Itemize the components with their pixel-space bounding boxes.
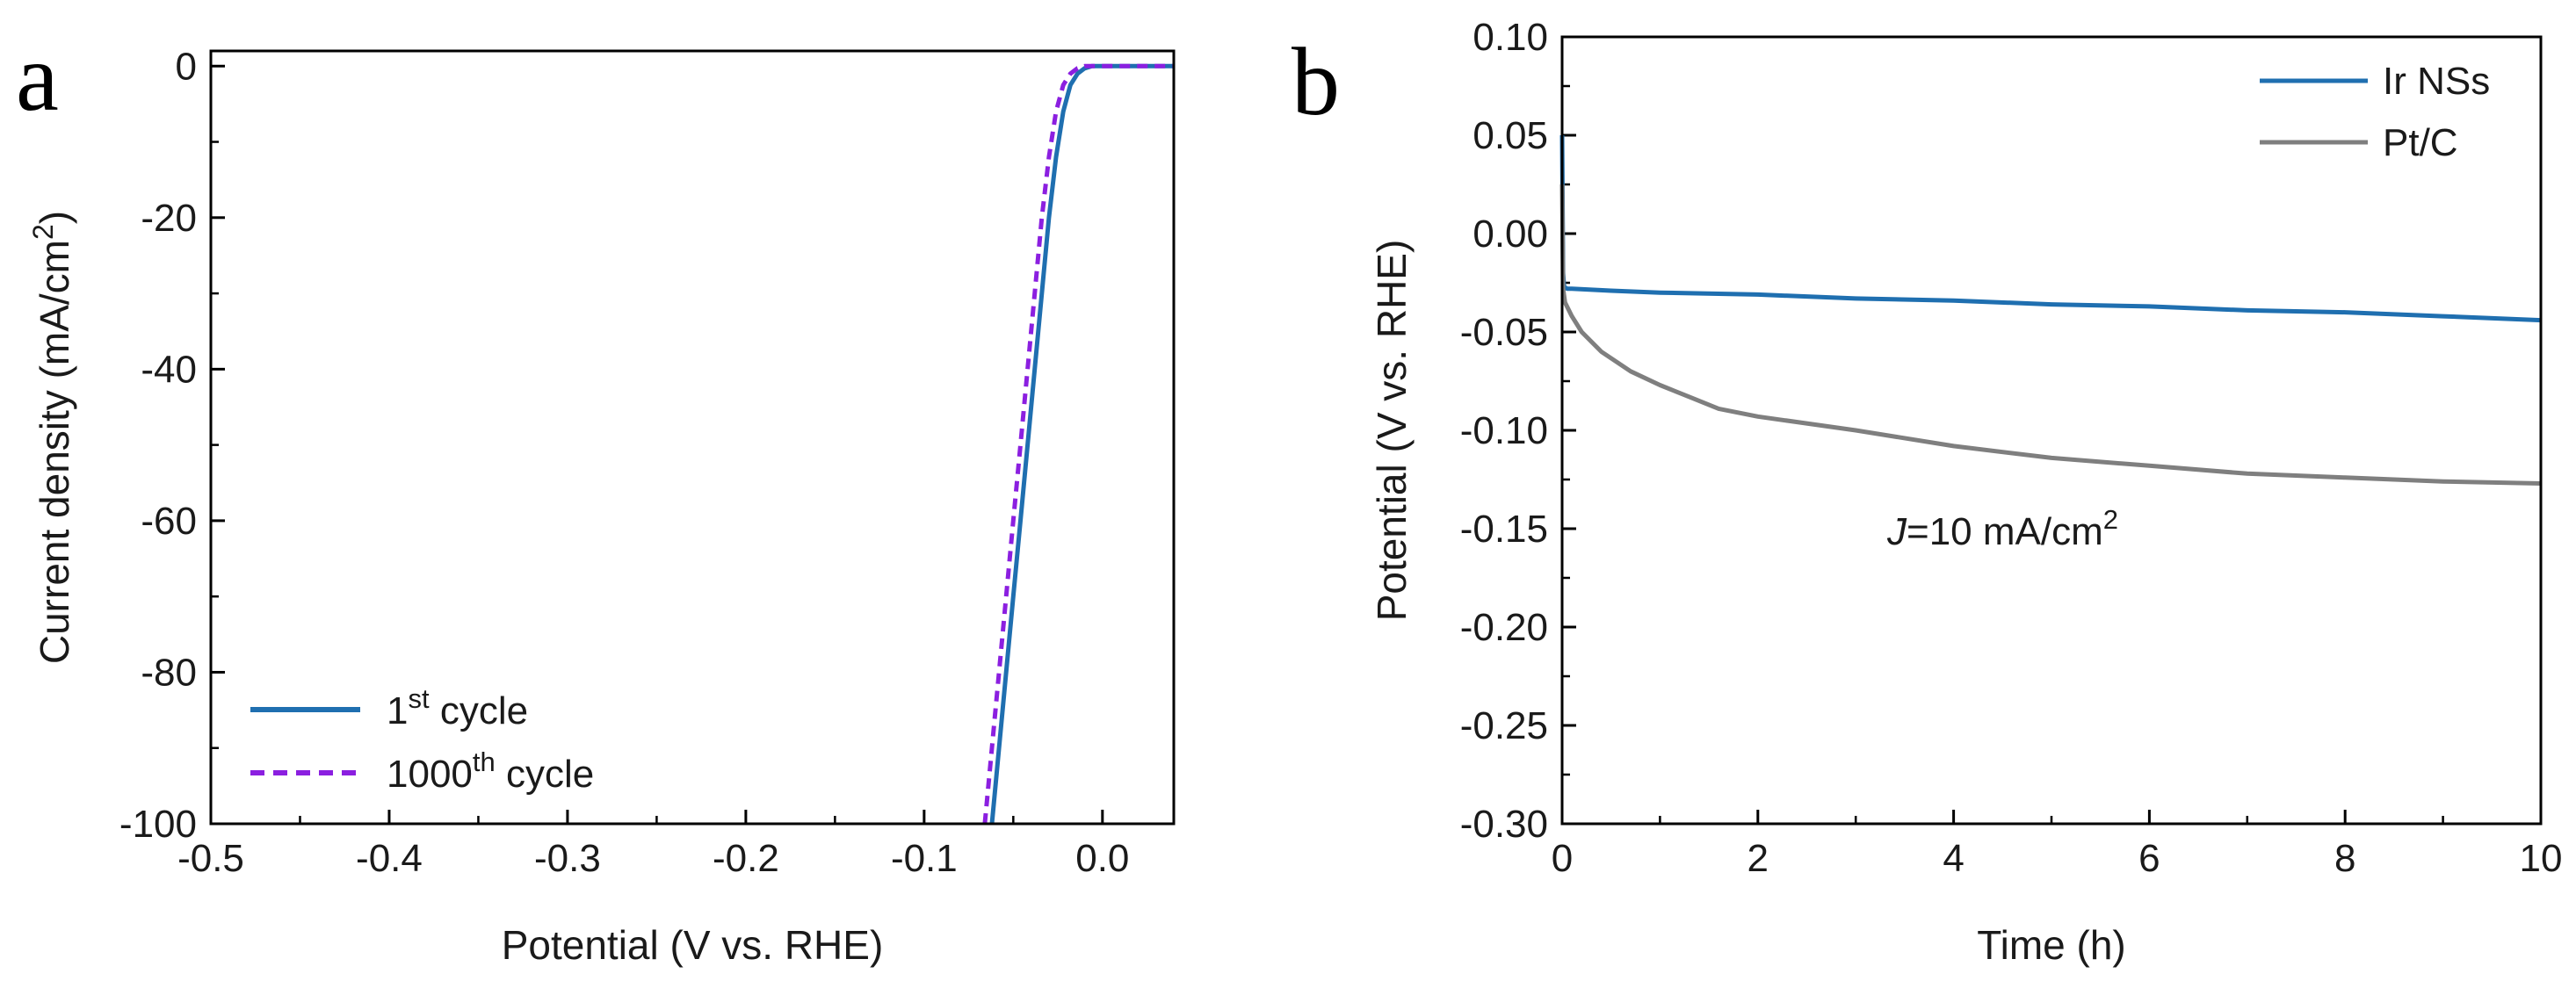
- panel-a-x-tick-label: -0.3: [534, 837, 601, 880]
- panel-b-y-tick-label: -0.20: [1460, 606, 1548, 649]
- panel-b-x-tick-label: 10: [2520, 837, 2563, 880]
- panel-a-y-tick-label: -100: [119, 803, 197, 846]
- panel-a-y-title-main: Current density (mA/cm: [32, 240, 77, 664]
- legend-1st-rest: cycle: [430, 689, 528, 732]
- panel-a-x-tick-label: -0.2: [713, 837, 779, 880]
- series-pt-c-line: [1559, 184, 2542, 486]
- legend-1st-base: 1: [387, 689, 408, 732]
- legend-1000th-base: 1000: [387, 753, 473, 796]
- panel-b-y-tick-label: -0.15: [1460, 508, 1548, 551]
- panel-b-legend: Ir NSs Pt/C: [2260, 60, 2490, 164]
- panel-a-y-tick-label: 0: [176, 45, 197, 88]
- panel-a-x-tick-label: 0.0: [1075, 837, 1129, 880]
- legend-label-1st-cycle: 1st cycle: [387, 683, 528, 732]
- panel-b-y-tick-label: -0.05: [1460, 311, 1548, 354]
- panel-a-y-tick-label: -40: [141, 348, 197, 391]
- series-1st-cycle-line: [989, 63, 1174, 825]
- panel-b-x-tick-labels: 0 2 4 6 8 10: [1552, 837, 2563, 880]
- panel-a-frame: [209, 49, 1176, 826]
- panel-a-x-tick-label: -0.1: [891, 837, 958, 880]
- panel-b-y-axis-title: Potential (V vs. RHE): [1369, 240, 1415, 622]
- panel-b: b 0 2 4 6 8 10 0.10 0.05 0.00 -0.05 -0.10 -0.15 -0.…: [1292, 16, 2562, 968]
- panel-a-x-axis-title: Potential (V vs. RHE): [502, 922, 884, 968]
- panel-b-y-tick-label: -0.10: [1460, 409, 1548, 452]
- panel-a-y-tick-label: -80: [141, 651, 197, 694]
- panel-b-y-tick-label: 0.05: [1473, 114, 1548, 157]
- panel-b-x-tick-label: 4: [1943, 837, 1964, 880]
- panel-b-y-tick-label: -0.25: [1460, 704, 1548, 747]
- panel-a-x-tick-labels: -0.5 -0.4 -0.3 -0.2 -0.1 0.0: [177, 837, 1129, 880]
- panel-b-y-tick-label: 0.10: [1473, 16, 1548, 59]
- annotation-sup: 2: [2103, 504, 2118, 535]
- panel-a-x-tick-label: -0.4: [356, 837, 423, 880]
- legend-label-1000th-cycle: 1000th cycle: [387, 746, 594, 796]
- legend-label-ir-nss: Ir NSs: [2383, 60, 2490, 103]
- series-ir-nss-line: [1559, 134, 2542, 323]
- series-1000th-cycle-line: [982, 63, 1174, 825]
- legend-label-pt-c: Pt/C: [2383, 121, 2458, 164]
- legend-1st-sup: st: [408, 683, 430, 714]
- panel-b-lines: [1559, 134, 2542, 486]
- panel-a-label: a: [16, 24, 59, 131]
- panel-a-y-title-sup: 2: [27, 224, 59, 240]
- panel-b-x-tick-label: 2: [1747, 837, 1769, 880]
- legend-1000th-sup: th: [473, 746, 496, 777]
- panel-b-label: b: [1292, 28, 1340, 135]
- panel-a-y-tick-label: -60: [141, 500, 197, 543]
- panel-b-annotation: J=10 mA/cm2: [1886, 504, 2118, 553]
- annotation-italic: J: [1886, 510, 1907, 553]
- panel-b-x-axis-title: Time (h): [1977, 922, 2126, 968]
- panel-b-x-tick-label: 6: [2138, 837, 2160, 880]
- panel-b-y-tick-label: 0.00: [1473, 213, 1548, 256]
- panel-a-y-tick-labels: 0 -20 -40 -60 -80 -100: [119, 45, 197, 846]
- panel-a-x-tick-label: -0.5: [177, 837, 244, 880]
- panel-b-x-tick-label: 0: [1552, 837, 1573, 880]
- panel-a: a -0.5 -0.4 -0.3 -0.2 -0.1 0.0 0 -20 -40 -60 -80 -…: [16, 24, 1176, 968]
- legend-1000th-rest: cycle: [496, 753, 594, 796]
- panel-a-y-title-tail: ): [32, 211, 77, 224]
- panel-a-y-tick-label: -20: [141, 197, 197, 240]
- annotation-text: =10 mA/cm: [1907, 510, 2103, 553]
- panel-a-y-axis-title: Current density (mA/cm2): [27, 211, 77, 664]
- panel-b-y-tick-label: -0.30: [1460, 803, 1548, 846]
- panel-b-frame: [1560, 35, 2543, 826]
- panel-b-y-tick-labels: 0.10 0.05 0.00 -0.05 -0.10 -0.15 -0.20 -0.25 -0.…: [1460, 16, 1548, 846]
- panel-b-x-tick-label: 8: [2334, 837, 2355, 880]
- panel-a-legend: 1st cycle 1000th cycle: [250, 683, 594, 796]
- panel-a-lines: [982, 63, 1174, 825]
